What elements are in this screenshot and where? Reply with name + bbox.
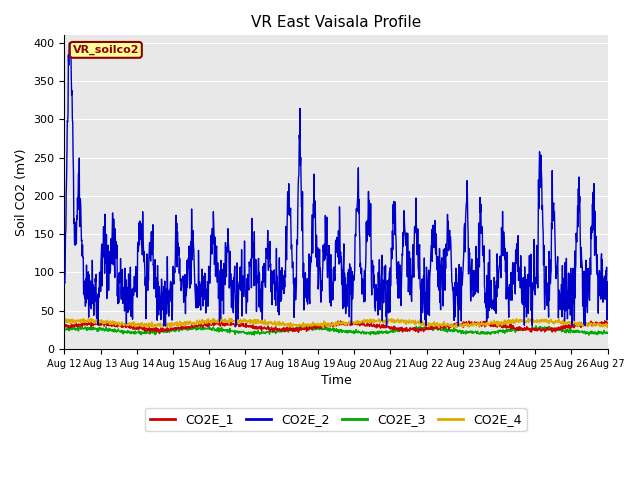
Y-axis label: Soil CO2 (mV): Soil CO2 (mV) — [15, 148, 28, 236]
Text: VR_soilco2: VR_soilco2 — [72, 45, 139, 55]
X-axis label: Time: Time — [321, 374, 351, 387]
Legend: CO2E_1, CO2E_2, CO2E_3, CO2E_4: CO2E_1, CO2E_2, CO2E_3, CO2E_4 — [145, 408, 527, 432]
Title: VR East Vaisala Profile: VR East Vaisala Profile — [251, 15, 421, 30]
